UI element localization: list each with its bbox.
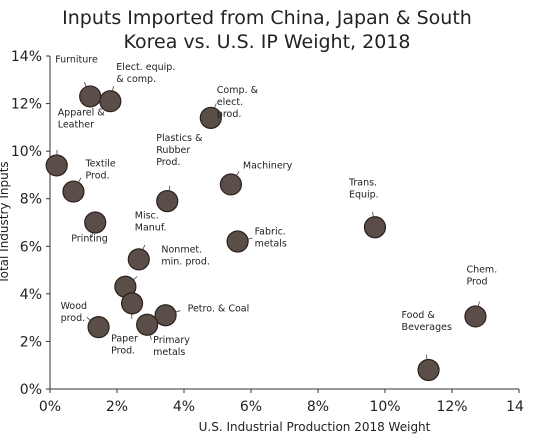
- data-point-label: Apparel & Leather: [58, 107, 106, 130]
- data-point-label-line: Apparel &: [58, 107, 106, 118]
- data-point-label-line: Manuf.: [135, 222, 167, 233]
- data-point: [127, 248, 150, 271]
- data-point-label-line: prod.: [61, 313, 86, 324]
- data-point: [87, 316, 110, 339]
- data-point-label: Trans. Equip.: [348, 177, 379, 200]
- data-point-label-line: Paper: [111, 333, 138, 344]
- data-point-label-line: & comp.: [116, 74, 156, 85]
- data-point: [219, 173, 242, 196]
- axes: 0% 2% 4% 6% 8% 10% 12% 14% 0% 2% 4% 6% 8% 10% 12% 14 U.S…: [0, 49, 524, 434]
- data-point-label-line: Prod.: [85, 171, 109, 182]
- y-tick-label: 14%: [11, 49, 42, 65]
- data-point: [464, 305, 487, 328]
- data-point-label-line: Wood: [61, 301, 87, 312]
- data-point-label-line: Printing: [71, 234, 108, 245]
- y-tick-label: 2%: [20, 334, 42, 350]
- x-tick-label: 8%: [307, 399, 329, 415]
- data-point-label: Textile Prod.: [84, 159, 115, 182]
- x-axis-label: U.S. Industrial Production 2018 Weight: [199, 420, 431, 434]
- bubbles: [45, 85, 487, 382]
- point-labels: Furniture Elect. equip. & comp. Comp. & elec…: [55, 54, 497, 357]
- data-point-label: Food & Beverages: [402, 310, 452, 333]
- data-point-label-line: Prod.: [111, 345, 135, 356]
- data-point-label-line: Food &: [402, 310, 436, 321]
- data-point: [156, 189, 179, 213]
- data-point-label: Plastics & Rubber Prod.: [156, 133, 203, 168]
- chart-title: Inputs Imported from China, Japan & Sout…: [0, 6, 534, 54]
- y-tick-label: 8%: [20, 192, 42, 208]
- data-point-label: Printing: [71, 234, 108, 245]
- data-point-label: Machinery: [243, 160, 293, 171]
- data-point-label-line: Prod.: [156, 157, 180, 168]
- chart-title-line-2: Korea vs. U.S. IP Weight, 2018: [123, 31, 411, 53]
- data-point-label: Comp. & elect. prod.: [217, 85, 259, 120]
- data-point-label-line: Comp. &: [217, 85, 259, 96]
- data-point: [154, 304, 177, 327]
- data-point-label-line: Leather: [58, 119, 94, 130]
- y-axis-label: Total Industry Inputs: [0, 161, 11, 284]
- data-point: [84, 211, 107, 234]
- data-point-label-line: metals: [255, 239, 287, 250]
- x-tick-label: 0%: [39, 399, 61, 415]
- data-point-label: Chem. Prod: [466, 264, 497, 287]
- y-tick-label: 10%: [11, 144, 42, 160]
- data-point: [79, 85, 102, 108]
- chart-title-line-1: Inputs Imported from China, Japan & Sout…: [62, 7, 472, 29]
- data-point-label: Elect. equip. & comp.: [116, 62, 175, 85]
- y-tick-label: 12%: [11, 97, 42, 113]
- data-point: [199, 106, 222, 129]
- data-point-label-line: Textile: [84, 159, 115, 170]
- data-point-label-line: Primary: [153, 335, 190, 346]
- data-point-label-line: Machinery: [243, 160, 293, 171]
- data-point: [120, 292, 144, 315]
- data-point-label-line: Fabric.: [255, 227, 286, 238]
- data-point-label-line: prod.: [217, 109, 242, 120]
- data-point: [99, 90, 122, 113]
- y-tick-label: 0%: [20, 382, 42, 398]
- data-point-label-line: Nonmet.: [161, 245, 202, 256]
- data-point-label-line: Petro. & Coal: [188, 303, 250, 314]
- data-point-label-line: metals: [153, 347, 185, 358]
- data-point-label-line: Beverages: [402, 322, 452, 333]
- data-point-label-line: Misc.: [135, 210, 159, 221]
- data-point: [45, 154, 68, 177]
- data-point-label-line: Rubber: [156, 145, 190, 156]
- data-point: [363, 216, 387, 239]
- data-point-label: Nonmet. min. prod.: [161, 245, 210, 268]
- data-point-label: Misc. Manuf.: [135, 210, 167, 233]
- data-point-label-line: Prod: [466, 276, 487, 287]
- data-point-label-line: Chem.: [466, 264, 497, 275]
- x-tick-label: 2%: [106, 399, 128, 415]
- data-point-label-line: Furniture: [55, 54, 98, 65]
- data-point-label-line: Equip.: [349, 189, 379, 200]
- data-point: [226, 230, 249, 253]
- x-tick-label: 14: [506, 399, 524, 415]
- data-point-label: Petro. & Coal: [188, 303, 250, 314]
- data-point: [136, 313, 159, 336]
- data-point-label: Fabric. metals: [255, 227, 287, 250]
- data-point-label: Wood prod.: [61, 301, 87, 324]
- data-point-label-line: min. prod.: [161, 257, 210, 268]
- x-tick-label: 10%: [369, 399, 400, 415]
- x-tick-label: 6%: [240, 399, 262, 415]
- x-tick-label: 12%: [436, 399, 467, 415]
- data-point-label: Furniture: [55, 54, 98, 65]
- data-point-label-line: elect.: [217, 97, 243, 108]
- y-tick-label: 4%: [20, 287, 42, 303]
- data-point: [417, 358, 440, 382]
- data-point-label-line: Elect. equip.: [116, 62, 175, 73]
- data-point-label-line: Trans.: [348, 177, 377, 188]
- data-point: [62, 180, 85, 203]
- data-point-label: Paper Prod.: [111, 333, 138, 356]
- y-tick-label: 6%: [20, 239, 42, 255]
- x-tick-label: 4%: [173, 399, 195, 415]
- data-point-label-line: Plastics &: [156, 133, 203, 144]
- data-point-label: Primary metals: [153, 335, 190, 358]
